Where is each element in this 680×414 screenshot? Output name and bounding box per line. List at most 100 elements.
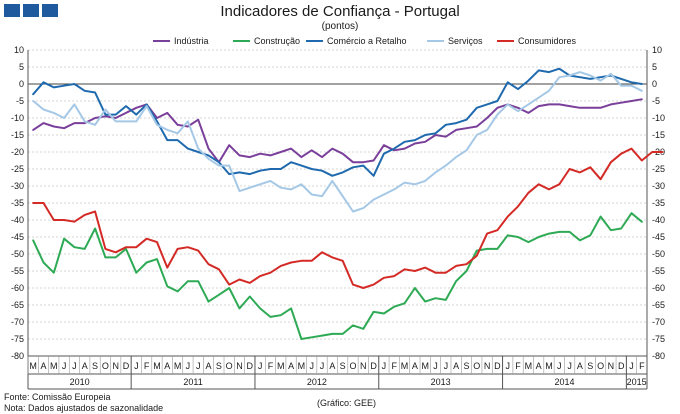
- x-tick-label-month: O: [226, 361, 233, 371]
- y-tick-label-right: -5: [652, 96, 660, 106]
- x-tick-label-month: M: [421, 361, 429, 371]
- footer-source: Fonte: Comissão Europeia: [4, 392, 111, 402]
- x-tick-label-year: 2015: [627, 377, 647, 387]
- x-tick-label-month: N: [112, 361, 119, 371]
- x-tick-label-month: M: [29, 361, 37, 371]
- x-tick-label-month: S: [463, 361, 469, 371]
- x-tick-label-year: 2012: [307, 377, 327, 387]
- x-tick-label-month: D: [618, 361, 625, 371]
- y-tick-label-left: -30: [11, 181, 24, 191]
- x-tick-label-month: M: [545, 361, 553, 371]
- y-tick-label-left: -75: [11, 334, 24, 344]
- x-tick-label-month: F: [144, 361, 150, 371]
- y-tick-label-right: -65: [652, 300, 665, 310]
- y-tick-label-right: -10: [652, 113, 665, 123]
- x-tick-label-month: N: [608, 361, 615, 371]
- series-line-2: [32, 67, 643, 177]
- y-tick-label-left: -20: [11, 147, 24, 157]
- y-tick-label-right: -15: [652, 130, 665, 140]
- y-tick-label-left: -10: [11, 113, 24, 123]
- x-tick-label-month: F: [639, 361, 645, 371]
- x-tick-label-month: J: [72, 361, 77, 371]
- x-tick-label-month: J: [62, 361, 67, 371]
- y-tick-label-left: 0: [19, 79, 24, 89]
- logo-block-2: [23, 4, 39, 17]
- y-tick-label-right: -70: [652, 317, 665, 327]
- x-tick-label-month: F: [391, 361, 397, 371]
- y-tick-label-left: -35: [11, 198, 24, 208]
- x-tick-label-month: J: [309, 361, 314, 371]
- y-tick-label-left: -5: [16, 96, 24, 106]
- x-tick-label-month: F: [268, 361, 274, 371]
- series-line-4: [32, 147, 664, 289]
- y-tick-label-right: 10: [652, 45, 662, 55]
- x-tick-label-month: A: [164, 361, 170, 371]
- x-tick-label-month: M: [298, 361, 306, 371]
- series-line-0: [32, 98, 643, 164]
- y-tick-label-left: 10: [14, 45, 24, 55]
- x-tick-label-month: A: [577, 361, 583, 371]
- x-tick-label-month: O: [597, 361, 604, 371]
- y-tick-label-right: 5: [652, 62, 657, 72]
- x-tick-label-month: J: [258, 361, 263, 371]
- x-tick-label-month: A: [453, 361, 459, 371]
- x-tick-label-month: M: [153, 361, 161, 371]
- y-tick-label-right: 0: [652, 79, 657, 89]
- x-tick-label-month: M: [401, 361, 409, 371]
- x-tick-label-month: S: [587, 361, 593, 371]
- y-tick-label-right: -35: [652, 198, 665, 208]
- x-tick-label-month: S: [216, 361, 222, 371]
- x-tick-label-month: M: [525, 361, 533, 371]
- legend-label-3: Serviços: [448, 36, 483, 46]
- legend-label-2: Comércio a Retalho: [327, 36, 407, 46]
- x-tick-label-month: M: [174, 361, 182, 371]
- y-tick-label-left: -50: [11, 249, 24, 259]
- legend-label-4: Consumidores: [518, 36, 577, 46]
- y-tick-label-left: -40: [11, 215, 24, 225]
- y-tick-label-right: -50: [652, 249, 665, 259]
- y-tick-label-left: -80: [11, 351, 24, 361]
- x-tick-label-month: N: [236, 361, 243, 371]
- logo-block-1: [4, 4, 20, 17]
- x-tick-label-month: A: [288, 361, 294, 371]
- chart-title: Indicadores de Confiança - Portugal: [220, 3, 460, 20]
- y-tick-label-left: -60: [11, 283, 24, 293]
- chart-subtitle: (pontos): [321, 21, 359, 32]
- x-tick-label-month: O: [473, 361, 480, 371]
- y-tick-label-right: -40: [652, 215, 665, 225]
- x-tick-label-month: J: [134, 361, 139, 371]
- y-tick-label-left: -45: [11, 232, 24, 242]
- x-tick-label-month: J: [186, 361, 191, 371]
- y-tick-label-right: -55: [652, 266, 665, 276]
- x-tick-label-month: J: [433, 361, 438, 371]
- x-tick-label-month: A: [206, 361, 212, 371]
- gee-logo-icon: [4, 4, 58, 17]
- y-tick-label-left: 5: [19, 62, 24, 72]
- x-tick-label-month: A: [329, 361, 335, 371]
- x-tick-label-month: D: [247, 361, 254, 371]
- footer-credit: (Gráfico: GEE): [317, 398, 377, 408]
- x-tick-label-month: O: [102, 361, 109, 371]
- x-tick-label-month: M: [277, 361, 285, 371]
- series-line-1: [32, 212, 643, 340]
- series-line-3: [32, 71, 643, 213]
- x-tick-label-month: J: [505, 361, 510, 371]
- y-tick-label-right: -60: [652, 283, 665, 293]
- x-tick-label-month: N: [484, 361, 491, 371]
- x-tick-label-month: J: [629, 361, 634, 371]
- y-tick-label-right: -75: [652, 334, 665, 344]
- x-tick-label-month: A: [82, 361, 88, 371]
- footer-note: Nota: Dados ajustados de sazonalidade: [4, 403, 164, 413]
- x-tick-label-month: J: [557, 361, 562, 371]
- x-tick-label-month: D: [370, 361, 377, 371]
- x-tick-label-year: 2010: [70, 377, 90, 387]
- y-tick-label-right: -45: [652, 232, 665, 242]
- x-tick-label-month: A: [40, 361, 46, 371]
- x-tick-label-year: 2011: [183, 377, 202, 387]
- x-tick-label-month: J: [444, 361, 449, 371]
- x-tick-label-year: 2013: [431, 377, 451, 387]
- x-tick-label-month: N: [360, 361, 367, 371]
- x-tick-label-month: O: [349, 361, 356, 371]
- y-tick-label-left: -25: [11, 164, 24, 174]
